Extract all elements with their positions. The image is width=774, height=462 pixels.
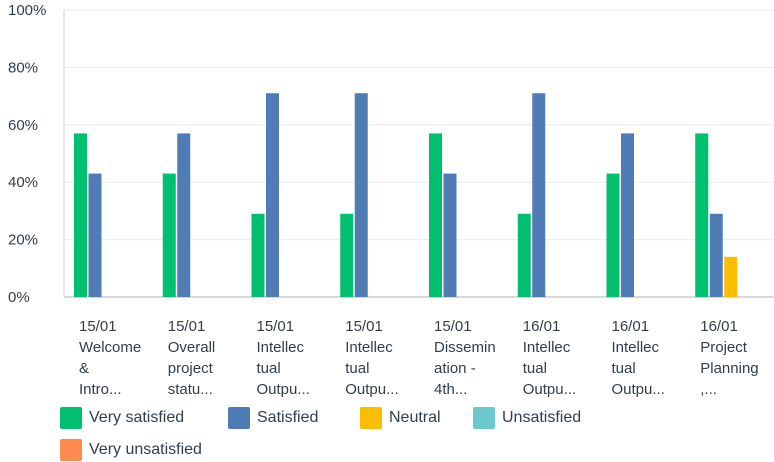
x-tick-label: 15/01 Intellec tual Outpu... (256, 318, 310, 398)
x-tick-label: 16/01 Intellec tual Outpu... (522, 318, 577, 398)
bar (517, 213, 531, 297)
x-tick-label: 15/01 Intellec tual Outpu... (345, 318, 399, 398)
legend-swatch (228, 407, 250, 429)
y-tick-label: 80% (8, 59, 38, 76)
bar (354, 93, 368, 297)
bar (709, 213, 723, 297)
legend-item: Satisfied (228, 406, 318, 430)
y-tick-label: 40% (8, 174, 38, 191)
legend-label: Unsatisfied (502, 409, 582, 426)
legend-item: Unsatisfied (473, 406, 581, 430)
bar (606, 173, 620, 297)
bar (340, 213, 354, 297)
legend-swatch (60, 439, 82, 461)
bar (532, 93, 546, 297)
legend-label: Very satisfied (89, 409, 185, 426)
bar (74, 133, 87, 297)
bar (266, 93, 279, 297)
legend-label: Very unsatisfied (89, 441, 202, 458)
legend-item: Very unsatisfied (60, 438, 202, 462)
legend-swatch (473, 407, 495, 429)
legend-swatch (60, 407, 82, 429)
bar (724, 256, 738, 297)
legend-item: Very satisfied (60, 406, 184, 430)
x-tick-label: 15/01 Welcome & Intro... (79, 318, 142, 398)
legend-item: Neutral (360, 406, 441, 430)
y-tick-label: 60% (8, 117, 38, 134)
bar (88, 173, 102, 297)
bar (621, 133, 634, 297)
y-tick-label: 0% (8, 289, 30, 306)
bar (443, 173, 457, 297)
bar (429, 133, 442, 297)
legend-label: Neutral (389, 409, 441, 426)
x-tick-label: 16/01 Project Planning ,... (700, 318, 759, 398)
bar (162, 173, 176, 297)
y-tick-label: 100% (8, 2, 46, 19)
bar (695, 133, 709, 297)
x-tick-label: 16/01 Intellec tual Outpu... (611, 318, 665, 398)
bar (251, 213, 265, 297)
x-tick-label: 15/01 Dissemin ation - 4th... (434, 318, 496, 398)
legend-swatch (360, 407, 382, 429)
legend-label: Satisfied (257, 409, 319, 426)
y-tick-label: 20% (8, 232, 38, 249)
bar-chart: 0% 20% 40% 60% 80% 100% (8, 2, 774, 306)
x-tick-label: 15/01 Overall project statu... (167, 318, 216, 398)
bar (177, 133, 191, 297)
